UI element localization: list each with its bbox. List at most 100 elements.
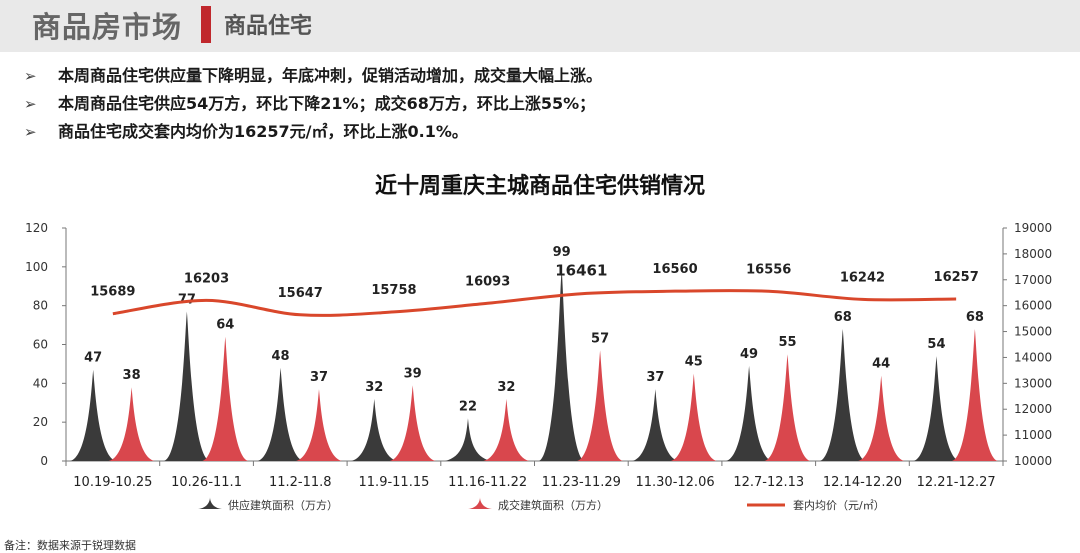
supply-bar: [257, 367, 304, 461]
y-tick-label-left: 40: [33, 376, 48, 390]
supply-value-label: 77: [178, 292, 196, 307]
bullet-item: ➢ 商品住宅成交套内均价为16257元/㎡，环比上涨0.1%。: [24, 118, 602, 146]
x-tick-label: 11.30-12.06: [635, 475, 714, 490]
supply-bar: [351, 398, 398, 461]
deal-value-label: 57: [591, 331, 609, 346]
supply-value-label: 22: [459, 399, 477, 414]
supply-value-label: 32: [365, 380, 383, 395]
supply-value-label: 48: [272, 349, 290, 364]
x-tick-label: 11.23-11.29: [542, 475, 621, 490]
price-value-label: 16093: [465, 274, 510, 289]
deal-value-label: 68: [966, 310, 984, 325]
legend-supply-marker: [198, 497, 222, 509]
y-tick-label-right: 13000: [1014, 376, 1052, 390]
y-tick-label-right: 10000: [1014, 454, 1052, 468]
price-value-label: 15758: [371, 283, 416, 298]
y-tick-label-left: 100: [25, 260, 48, 274]
footnote: 备注：数据来源于锐理数据: [4, 539, 136, 552]
chart-title: 近十周重庆主城商品住宅供销情况: [374, 174, 705, 199]
price-value-label: 15647: [278, 286, 323, 301]
deal-value-label: 37: [310, 370, 328, 385]
deal-bar: [858, 375, 905, 461]
legend-deal: 成交建筑面积（万方）: [498, 498, 608, 512]
price-value-label: 16560: [652, 262, 697, 277]
deal-bar: [577, 350, 624, 461]
supply-bar: [538, 268, 585, 461]
supply-bar: [632, 389, 679, 461]
supply-bar: [913, 356, 960, 461]
supply-value-label: 54: [927, 337, 945, 352]
deal-value-label: 44: [872, 357, 890, 372]
bullet-text: 本周商品住宅供应量下降明显，年底冲刺，促销活动增加，成交量大幅上涨。: [58, 66, 603, 85]
y-tick-label-right: 18000: [1014, 247, 1052, 261]
y-tick-label-left: 60: [33, 338, 48, 352]
x-tick-label: 12.14-12.20: [823, 475, 902, 490]
price-value-label: 15689: [90, 285, 135, 300]
y-tick-label-right: 16000: [1014, 299, 1052, 313]
bullet-list: ➢ 本周商品住宅供应量下降明显，年底冲刺，促销活动增加，成交量大幅上涨。 ➢ 本周商…: [24, 62, 602, 146]
supply-bar: [726, 365, 773, 461]
supply-value-label: 47: [84, 351, 102, 366]
x-tick-label: 10.19-10.25: [73, 475, 152, 490]
x-tick-label: 10.26-11.1: [171, 475, 242, 490]
header-bar: 商品房市场 商品住宅: [0, 0, 1080, 52]
y-tick-label-left: 120: [25, 221, 48, 235]
y-tick-label-left: 0: [40, 454, 48, 468]
x-tick-label: 11.9-11.15: [359, 475, 430, 490]
deal-value-label: 32: [497, 380, 515, 395]
deal-bar: [764, 354, 811, 461]
deal-bar: [295, 389, 342, 461]
x-tick-label: 12.21-12.27: [917, 475, 996, 490]
bullet-text: 商品住宅成交套内均价为16257元/㎡，环比上涨0.1%。: [58, 122, 468, 141]
y-tick-label-right: 14000: [1014, 350, 1052, 364]
deal-bar: [670, 373, 717, 461]
deal-bar: [483, 398, 530, 461]
supply-bar: [70, 369, 117, 461]
deal-value-label: 38: [123, 368, 141, 383]
supply-value-label: 37: [646, 370, 664, 385]
supply-value-label: 49: [740, 347, 758, 362]
legend-price: 套内均价（元/㎡）: [793, 498, 885, 512]
supply-bar: [444, 418, 491, 461]
arrow-bullet-icon: ➢: [24, 95, 37, 113]
section-subtitle: 商品住宅: [224, 14, 313, 39]
price-value-label: 16461: [555, 262, 607, 280]
legend-supply: 供应建筑面积（万方）: [228, 498, 338, 512]
supply-value-label: 99: [553, 245, 571, 260]
y-tick-label-right: 17000: [1014, 273, 1052, 287]
y-tick-label-left: 80: [33, 299, 48, 313]
x-tick-label: 11.2-11.8: [269, 475, 332, 490]
title-divider: [201, 6, 211, 43]
legend-deal-marker: [468, 497, 492, 509]
deal-bar: [108, 387, 155, 461]
price-value-label: 16203: [184, 271, 229, 286]
y-tick-label-right: 15000: [1014, 325, 1052, 339]
y-tick-label-right: 19000: [1014, 221, 1052, 235]
y-tick-label-left: 20: [33, 415, 48, 429]
price-line: [112, 289, 957, 317]
section-title: 商品房市场: [32, 10, 183, 44]
deal-bar: [202, 336, 249, 461]
x-tick-label: 12.7-12.13: [733, 475, 804, 490]
price-value-label: 16242: [840, 270, 885, 285]
y-tick-label-right: 12000: [1014, 402, 1052, 416]
price-value-label: 16257: [934, 270, 979, 285]
supply-value-label: 68: [834, 310, 852, 325]
deal-value-label: 55: [778, 335, 796, 350]
arrow-bullet-icon: ➢: [24, 123, 37, 141]
deal-value-label: 64: [216, 318, 234, 333]
deal-bar: [389, 385, 436, 461]
y-tick-label-right: 11000: [1014, 428, 1052, 442]
bullet-text: 本周商品住宅供应54万方，环比下降21%；成交68万方，环比上涨55%；: [58, 94, 596, 113]
x-tick-label: 11.16-11.22: [448, 475, 527, 490]
deal-bar: [951, 328, 998, 461]
bullet-item: ➢ 本周商品住宅供应量下降明显，年底冲刺，促销活动增加，成交量大幅上涨。: [24, 62, 602, 90]
bullet-item: ➢ 本周商品住宅供应54万方，环比下降21%；成交68万方，环比上涨55%；: [24, 90, 602, 118]
deal-value-label: 39: [404, 366, 422, 381]
supply-bar: [819, 328, 866, 461]
price-value-label: 16556: [746, 262, 791, 277]
arrow-bullet-icon: ➢: [24, 67, 37, 85]
deal-value-label: 45: [685, 355, 703, 370]
supply-bar: [163, 311, 210, 461]
